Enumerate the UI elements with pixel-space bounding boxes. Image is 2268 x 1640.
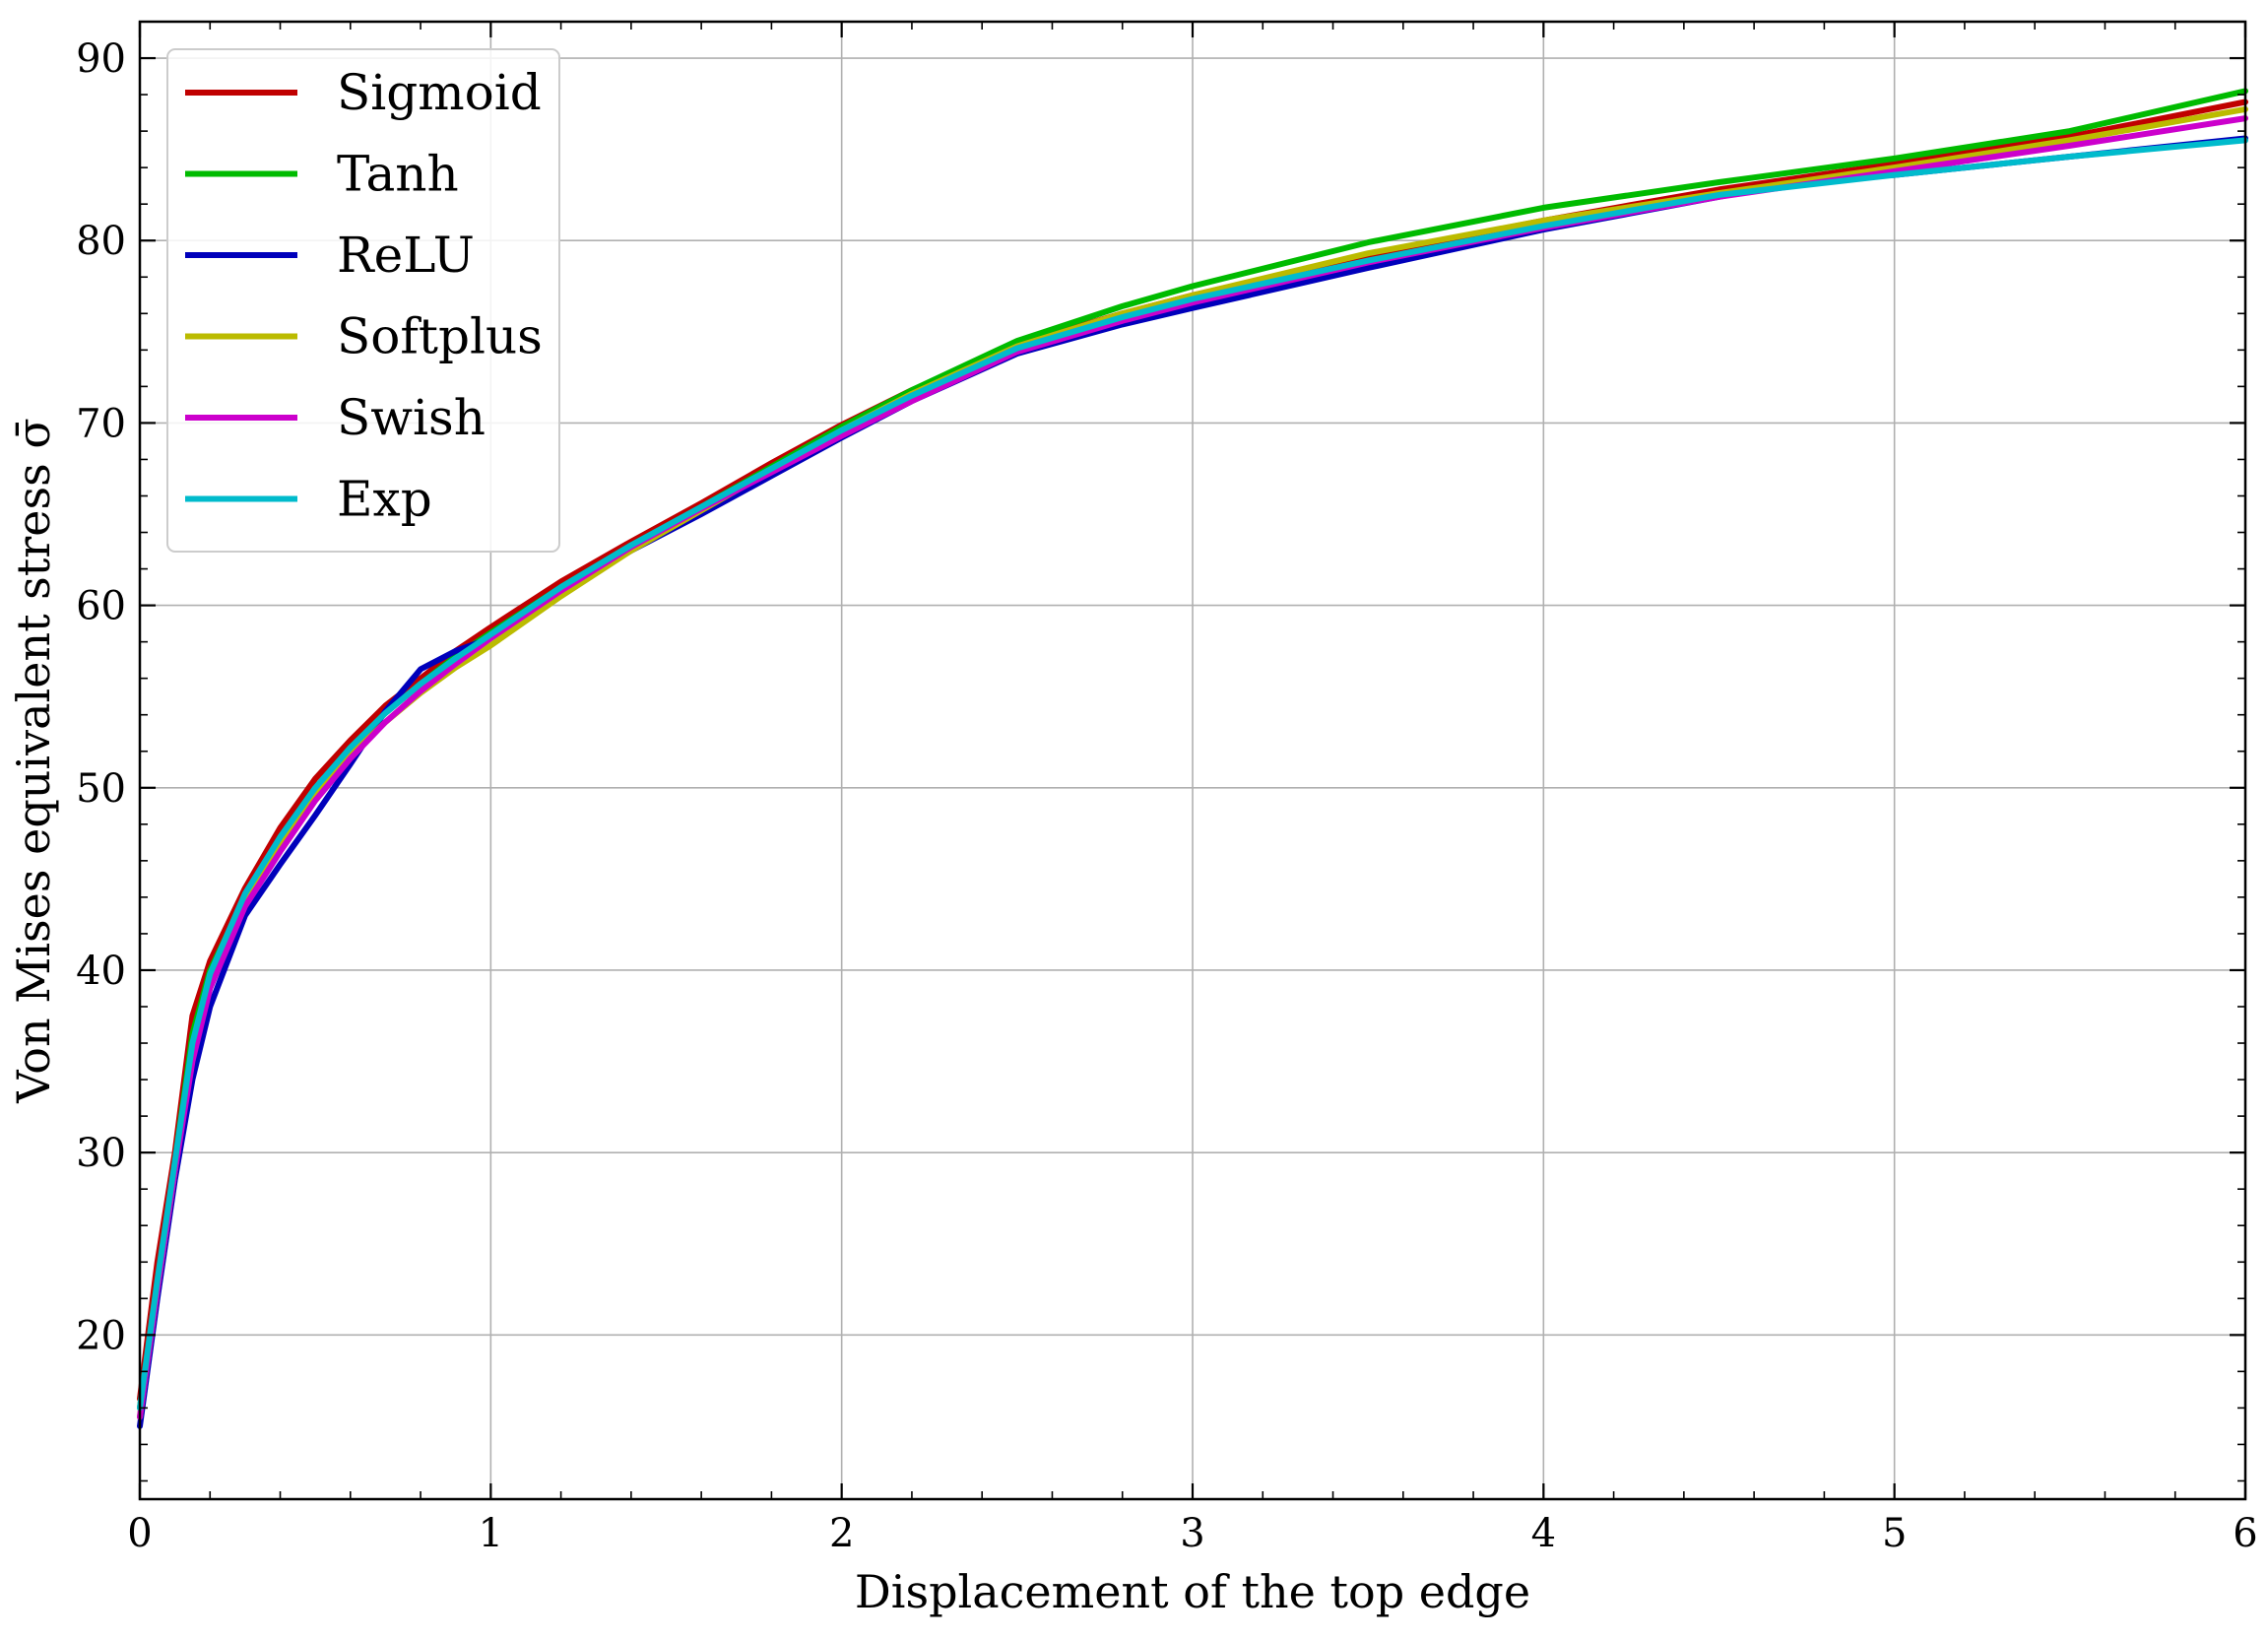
grid-lines xyxy=(139,22,2246,1499)
x-tick-label: 5 xyxy=(1882,1511,1907,1556)
legend-label: Swish xyxy=(337,389,486,446)
series-line-exp xyxy=(137,137,2248,1411)
legend-label: Tanh xyxy=(337,146,459,203)
x-tick-label: 1 xyxy=(479,1511,503,1556)
y-tick-label: 90 xyxy=(76,36,126,82)
y-tick-label: 70 xyxy=(76,401,126,446)
axis-ticks xyxy=(138,21,2247,1499)
series-lines xyxy=(137,88,2248,1429)
legend-label: Sigmoid xyxy=(337,64,542,121)
y-tick-label: 50 xyxy=(76,766,126,812)
legend-label: Exp xyxy=(337,471,432,528)
y-axis-label: Von Mises equivalent stress σ̄ xyxy=(7,418,60,1103)
y-tick-label: 30 xyxy=(76,1131,126,1176)
tick-labels: 0 1 2 3 4 5 6 20 30 40 50 60 70 80 90 xyxy=(76,36,2258,1556)
x-tick-label: 0 xyxy=(127,1511,152,1556)
x-tick-label: 2 xyxy=(829,1511,854,1556)
legend-label: ReLU xyxy=(337,227,475,284)
x-tick-label: 6 xyxy=(2233,1511,2257,1556)
y-tick-label: 60 xyxy=(76,584,126,629)
legend: Sigmoid Tanh ReLU Softplus Swish Exp xyxy=(166,48,560,553)
y-tick-label: 20 xyxy=(76,1313,126,1358)
x-axis-label: Displacement of the top edge xyxy=(855,1565,1530,1618)
legend-label: Softplus xyxy=(337,308,543,365)
y-tick-label: 80 xyxy=(76,219,126,264)
y-tick-label: 40 xyxy=(76,949,126,994)
x-tick-label: 3 xyxy=(1180,1511,1204,1556)
x-tick-label: 4 xyxy=(1531,1511,1556,1556)
